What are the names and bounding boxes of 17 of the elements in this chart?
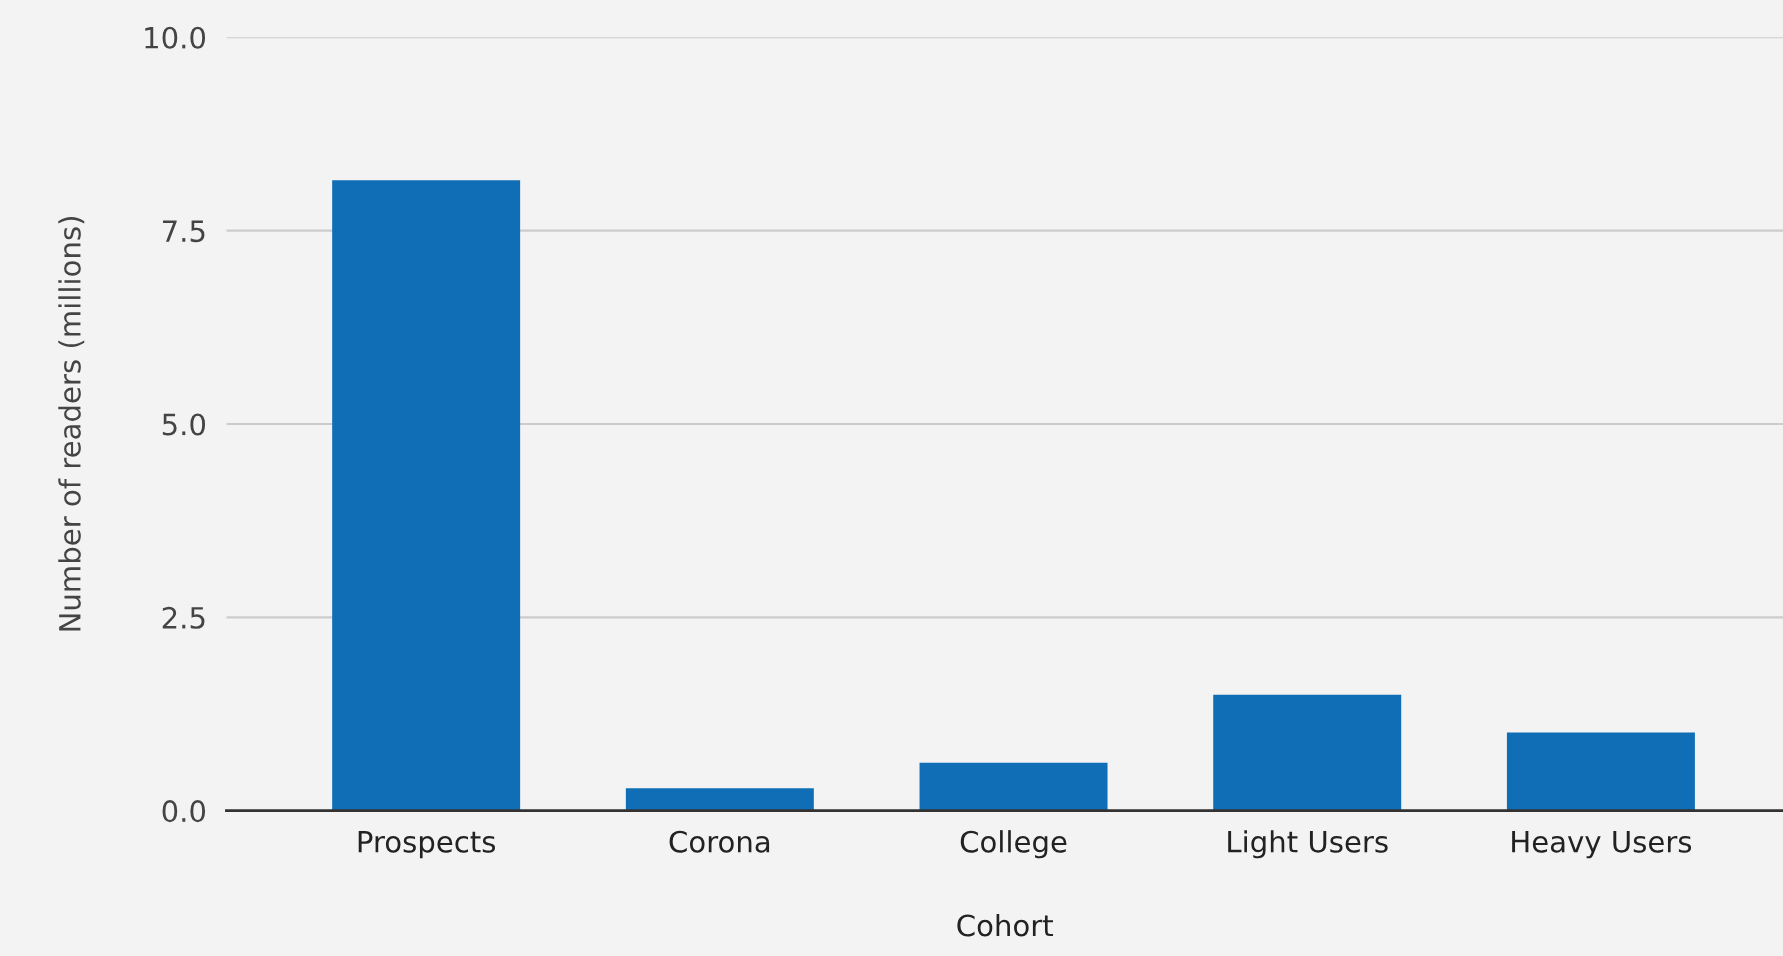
y-tick-label: 7.5 — [163, 220, 205, 243]
y-axis-title: Number of readers (millions) — [58, 216, 85, 631]
x-axis-title: Cohort — [957, 913, 1054, 937]
x-tick-label: Corona — [669, 830, 770, 853]
bar — [1213, 694, 1402, 811]
y-tick-label: 10.0 — [145, 26, 206, 49]
y-tick-label: 0.0 — [162, 800, 206, 823]
x-tick-label: Light Users — [1228, 830, 1388, 859]
bar — [919, 762, 1108, 811]
x-tick-label: Heavy Users — [1512, 831, 1692, 859]
bar — [332, 180, 521, 811]
x-tick-label: College — [960, 830, 1067, 859]
y-tick-label: 2.5 — [162, 606, 205, 629]
bar — [1506, 732, 1695, 811]
x-tick-label: Prospects — [358, 831, 496, 859]
y-tick-label: 5.0 — [162, 413, 206, 436]
bar — [625, 788, 814, 811]
